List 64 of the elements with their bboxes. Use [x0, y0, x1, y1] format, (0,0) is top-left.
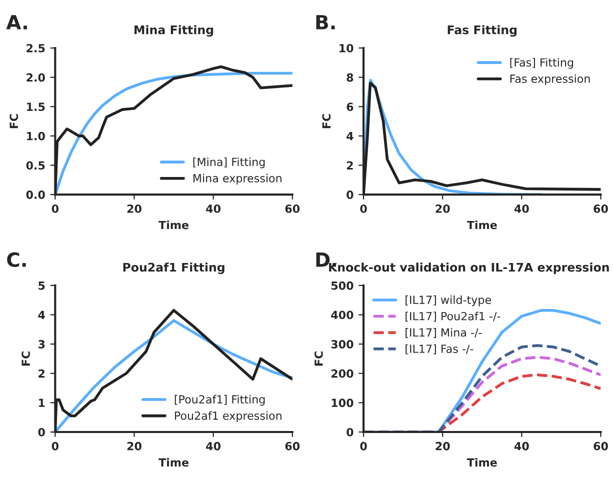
x-axis-title: Time: [158, 220, 188, 230]
chart-title: Fas Fitting: [448, 25, 517, 37]
y-tick-label: 0: [38, 428, 45, 436]
x-axis-title: Time: [466, 458, 497, 467]
y-tick-label: 300: [331, 340, 354, 348]
x-tick-label: 20: [127, 204, 142, 213]
x-tick-label: 0: [52, 442, 59, 450]
x-axis-title: Time: [466, 220, 497, 230]
y-tick-label: 1.0: [27, 132, 45, 140]
y-tick-label: 400: [331, 310, 354, 320]
y-tick-label: 0: [346, 190, 354, 199]
legend-label: [Fas] Fitting: [510, 58, 574, 69]
y-tick-label: 5: [38, 282, 45, 290]
y-tick-label: 3: [38, 340, 45, 348]
x-tick-label: 60: [594, 442, 608, 450]
legend-label: [IL17] Fas -/-: [406, 344, 474, 354]
x-tick-label: 0: [360, 204, 367, 213]
legend-label: [Pou2af1] Fitting: [174, 394, 265, 406]
y-tick-label: 2.0: [26, 73, 45, 82]
y-tick-label: 0.5: [26, 161, 45, 170]
y-tick-label: 2: [38, 369, 44, 378]
y-tick-label: 2: [346, 161, 353, 170]
y-axis-title: FC: [322, 114, 331, 128]
x-tick-label: 40: [206, 204, 221, 213]
y-tick-label: 4: [38, 310, 45, 319]
y-axis-title: FC: [10, 114, 18, 128]
text: B.: [316, 15, 335, 30]
legend-label: [Mina] Fitting: [193, 158, 265, 168]
legend-label: [IL17] Mina -/-: [406, 328, 482, 338]
chart-title: Pou2af1 Fitting: [123, 262, 224, 274]
y-tick-label: 200: [332, 369, 354, 378]
legend-label: Mina expression: [193, 174, 282, 185]
legend-label: Pou2af1 expression: [175, 411, 282, 422]
y-axis-title: FC: [314, 352, 323, 366]
legend-label: [IL17] Pou2af1 -/-: [406, 312, 500, 322]
x-tick-label: 60: [594, 204, 608, 213]
y-tick-label: 0: [346, 428, 354, 436]
x-axis-title: Time: [158, 458, 188, 467]
y-tick-label: 1.5: [27, 102, 45, 112]
y-tick-label: 2.5: [26, 44, 45, 52]
x-tick-label: 60: [285, 442, 300, 450]
x-tick-label: 60: [285, 204, 300, 213]
chart-title: Mina Fitting: [134, 25, 214, 37]
legend-label: [IL17] wild-type: [406, 295, 492, 306]
y-axis-title: FC: [22, 352, 30, 366]
x-tick-label: 40: [206, 442, 221, 450]
y-tick-label: 0.0: [26, 190, 45, 199]
x-tick-label: 0: [360, 442, 367, 450]
y-tick-label: 500: [331, 281, 354, 290]
y-tick-label: 8: [346, 73, 354, 82]
y-tick-label: 1: [38, 398, 45, 407]
text: A.: [6, 15, 27, 30]
legend-label: Fas expression: [510, 74, 590, 86]
y-tick-label: 10: [340, 44, 354, 52]
x-tick-label: 20: [436, 442, 450, 450]
y-tick-label: 100: [332, 398, 354, 408]
x-tick-label: 20: [436, 204, 450, 213]
x-tick-label: 0: [52, 204, 59, 213]
y-tick-label: 6: [346, 102, 354, 112]
x-tick-label: 40: [514, 204, 529, 213]
y-tick-label: 4: [346, 132, 354, 140]
x-tick-label: 40: [514, 442, 529, 450]
x-tick-label: 20: [127, 442, 142, 450]
text: C.: [7, 252, 26, 268]
